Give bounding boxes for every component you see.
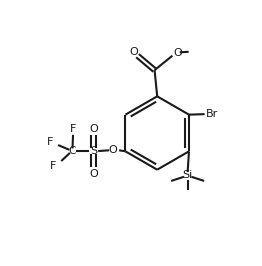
Text: Br: Br: [206, 109, 218, 119]
Text: O: O: [89, 169, 98, 178]
Text: O: O: [173, 48, 182, 57]
Text: Si: Si: [183, 171, 193, 180]
Text: O: O: [130, 47, 139, 56]
Text: O: O: [89, 123, 98, 134]
Text: F: F: [70, 123, 77, 134]
Text: F: F: [47, 138, 53, 147]
Text: S: S: [90, 146, 97, 156]
Text: C: C: [69, 146, 76, 156]
Text: F: F: [50, 161, 57, 171]
Text: O: O: [108, 145, 117, 155]
